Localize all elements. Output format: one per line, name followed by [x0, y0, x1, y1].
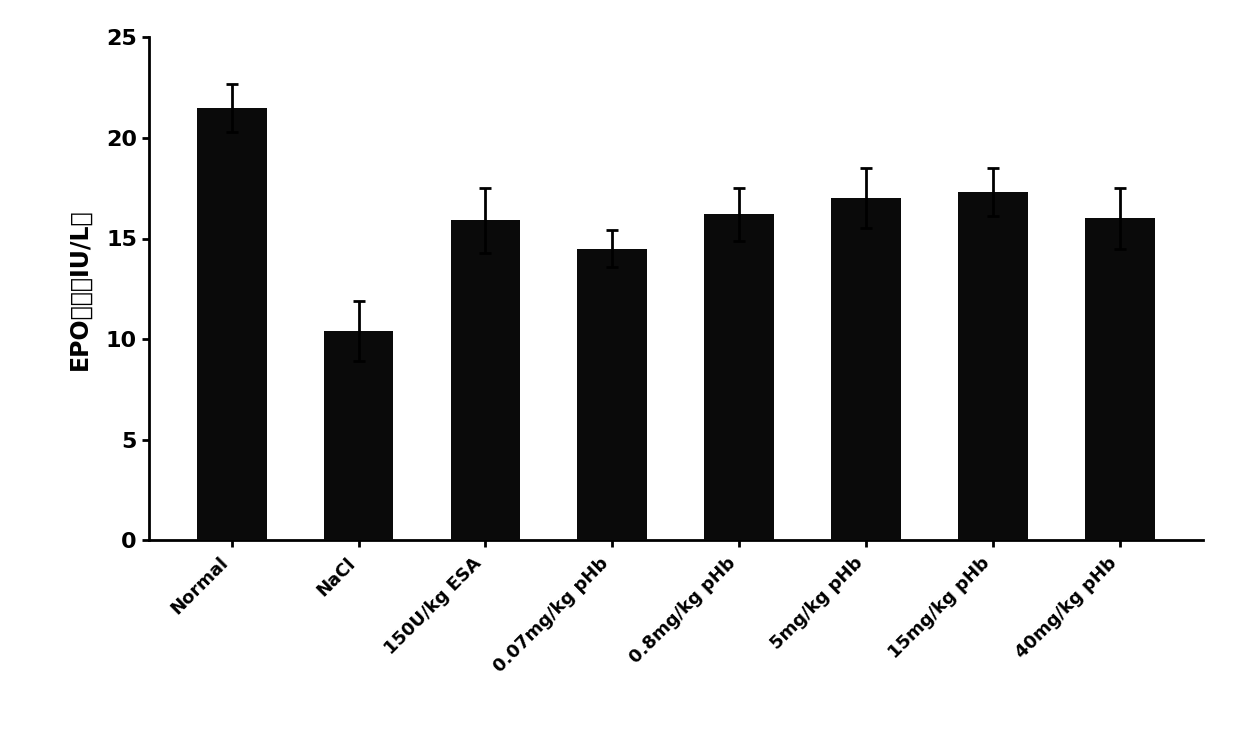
- Bar: [831, 198, 901, 540]
- Bar: [1085, 218, 1154, 540]
- Bar: [197, 108, 267, 540]
- Bar: [704, 214, 774, 540]
- Bar: [450, 220, 521, 540]
- Bar: [959, 192, 1028, 540]
- Bar: [578, 248, 647, 540]
- Y-axis label: EPO浓度（IU/L）: EPO浓度（IU/L）: [68, 208, 92, 370]
- Bar: [324, 331, 393, 540]
